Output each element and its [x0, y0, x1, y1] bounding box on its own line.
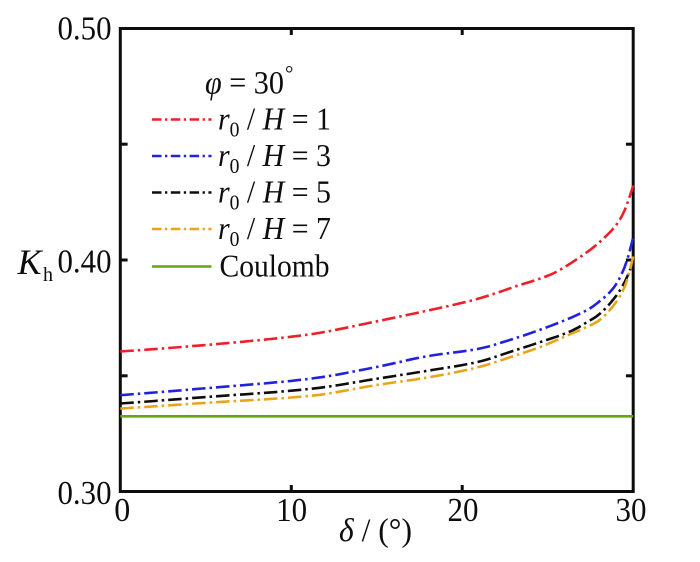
- svg-text:Coulomb: Coulomb: [220, 248, 330, 284]
- svg-text:φ = 30: φ = 30: [205, 66, 284, 102]
- svg-text:0: 0: [114, 492, 130, 529]
- svg-text:20: 20: [448, 492, 479, 529]
- svg-text:0.30: 0.30: [58, 475, 112, 512]
- svg-text:10: 10: [276, 492, 307, 529]
- svg-text:0.40: 0.40: [58, 243, 112, 280]
- svg-text:0.50: 0.50: [58, 10, 112, 47]
- svg-text:h: h: [43, 264, 53, 286]
- svg-text:K: K: [17, 242, 44, 282]
- svg-text:r0 / H = 7: r0 / H = 7: [218, 210, 331, 251]
- svg-text:°: °: [285, 61, 293, 85]
- svg-text:30: 30: [616, 492, 647, 529]
- svg-text:r0 / H = 5: r0 / H = 5: [218, 174, 331, 215]
- svg-text:r0 / H = 3: r0 / H = 3: [218, 137, 331, 178]
- svg-text:δ / (°): δ / (°): [339, 513, 412, 549]
- svg-text:r0 / H = 1: r0 / H = 1: [218, 101, 331, 142]
